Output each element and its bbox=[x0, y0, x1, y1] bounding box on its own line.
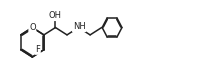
Text: OH: OH bbox=[49, 11, 62, 20]
Text: O: O bbox=[29, 23, 36, 32]
Text: NH: NH bbox=[73, 22, 85, 31]
Text: F: F bbox=[35, 45, 40, 54]
